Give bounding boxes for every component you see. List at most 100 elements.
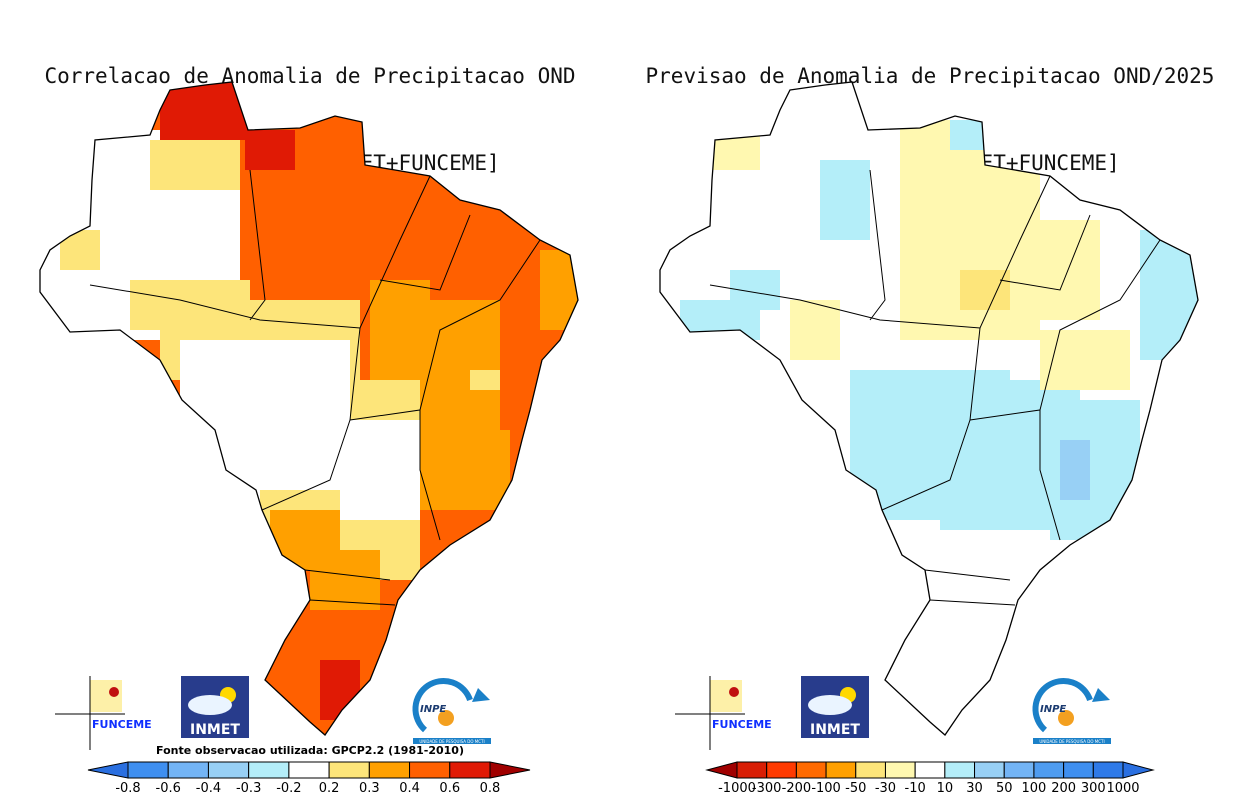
state-border bbox=[709, 175, 1051, 329]
anomaly-fill bbox=[660, 82, 1198, 735]
state-border bbox=[969, 409, 1061, 541]
state-border bbox=[249, 169, 266, 321]
colorbar-segment bbox=[1092, 761, 1124, 779]
inmet-label: INMET bbox=[190, 722, 240, 738]
state-border bbox=[924, 569, 1011, 581]
funceme-logo bbox=[90, 680, 122, 712]
grid-cell-patch bbox=[1140, 230, 1198, 360]
grid-cell-patch bbox=[1040, 330, 1130, 390]
state-border bbox=[419, 239, 541, 411]
colorbar-tick-label: -200 bbox=[782, 781, 812, 796]
left-title-line1: Correlacao de Anomalia de Precipitacao O… bbox=[44, 64, 576, 88]
arrow-icon bbox=[1092, 688, 1110, 702]
grid-cell-patch bbox=[320, 660, 360, 720]
state-border bbox=[929, 599, 1016, 606]
colorbar-tick-label: 50 bbox=[996, 781, 1013, 796]
grid-cell-patch bbox=[60, 230, 100, 270]
colorbar-segment bbox=[167, 761, 209, 779]
colorbar-tick-label: -0.4 bbox=[196, 781, 221, 796]
colorbar-segment bbox=[127, 761, 169, 779]
state-border bbox=[304, 569, 391, 581]
inpe-logo bbox=[412, 677, 473, 733]
funceme-label: FUNCEME bbox=[712, 718, 772, 731]
grid-cell-patch bbox=[790, 300, 840, 360]
colorbar-tick-label: -0.2 bbox=[276, 781, 301, 796]
inpe-label: INPE bbox=[420, 704, 446, 715]
colorbar-tick-label: 10 bbox=[937, 781, 954, 796]
colorbar-tick-label: 200 bbox=[1051, 781, 1076, 796]
cloud-icon bbox=[808, 695, 852, 715]
grid-cell-patch bbox=[1010, 220, 1100, 320]
grid-cell-patch bbox=[680, 300, 760, 340]
grid-cell-patch bbox=[150, 140, 240, 190]
grid-cell-patch bbox=[245, 130, 295, 170]
logos: FUNCEME INMET INPE UNIDADE DE PESQUISA DO M… bbox=[675, 676, 1111, 750]
colorbar-left-arrow bbox=[87, 761, 129, 779]
colorbar-tick-label: -100 bbox=[811, 781, 841, 796]
grid-cell-patch bbox=[310, 550, 380, 610]
colorbar-segment bbox=[944, 761, 976, 779]
colorbar-tick-label: -50 bbox=[845, 781, 866, 796]
grid-cell-patch bbox=[540, 250, 578, 330]
colorbar-segment bbox=[914, 761, 946, 779]
funceme-logo bbox=[710, 680, 742, 712]
state-border bbox=[261, 327, 361, 511]
colorbar-segment bbox=[288, 761, 330, 779]
colorbar-tick-label: 0.8 bbox=[480, 781, 501, 796]
funceme-label: FUNCEME bbox=[92, 718, 152, 731]
colorbar-tick-label: 300 bbox=[1081, 781, 1106, 796]
colorbar-right-arrow bbox=[1122, 761, 1155, 779]
colorbar-tick-label: -10 bbox=[905, 781, 926, 796]
state-border bbox=[89, 175, 431, 329]
grid-cell-patch bbox=[470, 370, 500, 390]
colorbar-tick-label: 30 bbox=[966, 781, 983, 796]
colorbar-tick-label: -30 bbox=[875, 781, 896, 796]
state-border bbox=[309, 599, 396, 606]
colorbar-tick-label: -1000 bbox=[718, 781, 756, 796]
forecast-map bbox=[659, 81, 1199, 736]
state-border bbox=[869, 169, 886, 321]
forecast-colorbar: -1000-300 -200 -100 -50 -30 -10 10 30 50 100 200 30… bbox=[705, 761, 1155, 796]
colorbar-segment bbox=[825, 761, 857, 779]
inpe-logo bbox=[1032, 677, 1093, 733]
anomaly-fill bbox=[40, 82, 578, 735]
colorbar-segment bbox=[1003, 761, 1035, 779]
cloud-icon bbox=[188, 695, 232, 715]
colorbar-tick-label: 100 bbox=[1022, 781, 1047, 796]
colorbar-tick-label: 0.3 bbox=[359, 781, 380, 796]
inpe-subtitle: UNIDADE DE PESQUISA DO MCTI bbox=[1039, 739, 1104, 744]
grid-cell-patch bbox=[420, 430, 510, 510]
colorbar-segment bbox=[328, 761, 370, 779]
source-note: Fonte observacao utilizada: GPCP2.2 (198… bbox=[156, 744, 464, 757]
brazil-outline bbox=[39, 81, 579, 736]
state-border bbox=[379, 214, 471, 291]
colorbar-tick-label: 0.2 bbox=[319, 781, 340, 796]
logos: FUNCEME INMET INPE UNIDADE DE PESQUISA DO M… bbox=[55, 676, 491, 750]
state-border bbox=[349, 409, 441, 541]
colorbar-tick-label: -0.8 bbox=[115, 781, 140, 796]
colorbar-segment bbox=[368, 761, 411, 779]
inpe-subtitle: UNIDADE DE PESQUISA DO MCTI bbox=[419, 739, 484, 744]
colorbar-segment bbox=[736, 761, 768, 779]
right-title-line1: Previsao de Anomalia de Precipitacao OND… bbox=[645, 64, 1215, 88]
grid-cell-patch bbox=[820, 160, 870, 240]
colorbar-left-arrow bbox=[705, 761, 738, 779]
state-border bbox=[999, 214, 1091, 291]
colorbar-tick-label: -300 bbox=[752, 781, 782, 796]
colorbar-tick-label: 1000 bbox=[1106, 781, 1139, 796]
brazil-outline bbox=[659, 81, 1199, 736]
arrow-icon bbox=[472, 688, 490, 702]
correlation-colorbar: -0.8 -0.6 -0.4 -0.3 -0.2 0.2 0.3 0.4 0.6 0.8 bbox=[87, 761, 531, 796]
colorbar-segment bbox=[884, 761, 916, 779]
state-border bbox=[881, 327, 981, 511]
colorbar-segment bbox=[207, 761, 250, 779]
grid-cell-patch bbox=[1060, 440, 1090, 500]
grid-cell-patch bbox=[710, 120, 760, 170]
grid-cell-patch bbox=[960, 270, 1010, 310]
colorbar-segment bbox=[1033, 761, 1065, 779]
colorbar-tick-label: 0.6 bbox=[439, 781, 460, 796]
colorbar-segment bbox=[449, 761, 491, 779]
colorbar-segment bbox=[855, 761, 886, 779]
state-border bbox=[1039, 239, 1161, 411]
colorbar-segment bbox=[1063, 761, 1094, 779]
